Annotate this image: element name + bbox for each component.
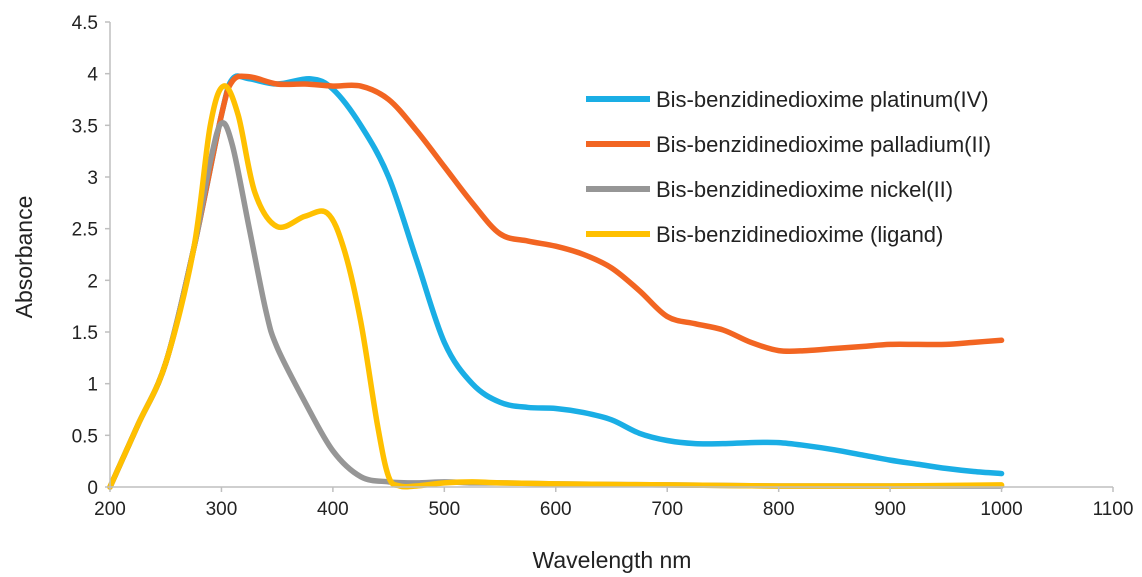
y-tick-label: 3.5 <box>72 116 98 137</box>
legend: Bis-benzidinedioxime platinum(IV) Bis-ben… <box>586 87 991 247</box>
x-axis-title: Wavelength nm <box>533 547 692 573</box>
y-tick-label: 1 <box>87 375 98 396</box>
x-tick-label: 500 <box>428 499 460 520</box>
x-tick-label: 900 <box>874 499 906 520</box>
x-tick-label: 1000 <box>980 499 1022 520</box>
legend-label: Bis-benzidinedioxime (ligand) <box>656 222 943 247</box>
x-tick-label: 800 <box>763 499 795 520</box>
y-tick-label: 2 <box>87 271 98 292</box>
x-tick-label: 700 <box>651 499 683 520</box>
series-line-bis-benzidinedioxime-ligand <box>107 83 1005 490</box>
x-tick-labels: 200 300 400 500 600 700 800 900 1000 1100 <box>94 487 1133 520</box>
series-line-bis-benzidinedioxime-palladium-ii <box>107 73 1005 490</box>
y-tick-label: 4 <box>87 65 98 86</box>
x-tick-label: 300 <box>206 499 238 520</box>
x-tick-label: 600 <box>540 499 572 520</box>
legend-label: Bis-benzidinedioxime platinum(IV) <box>656 87 989 112</box>
y-tick-label: 3 <box>87 168 98 189</box>
plot-area <box>107 73 1005 490</box>
y-axis-title: Absorbance <box>11 196 37 319</box>
legend-label: Bis-benzidinedioxime palladium(II) <box>656 132 991 157</box>
legend-label: Bis-benzidinedioxime nickel(II) <box>656 177 953 202</box>
y-tick-label: 0.5 <box>72 426 98 447</box>
x-tick-label: 400 <box>317 499 349 520</box>
y-tick-label: 2.5 <box>72 220 98 241</box>
y-tick-label: 1.5 <box>72 323 98 344</box>
x-tick-label: 200 <box>94 499 126 520</box>
x-tick-label: 1100 <box>1093 499 1134 520</box>
y-tick-labels: 0 0.5 1 1.5 2 2.5 3 3.5 4 4.5 <box>72 13 110 499</box>
y-tick-label: 4.5 <box>72 13 98 34</box>
y-tick-label: 0 <box>87 478 98 499</box>
